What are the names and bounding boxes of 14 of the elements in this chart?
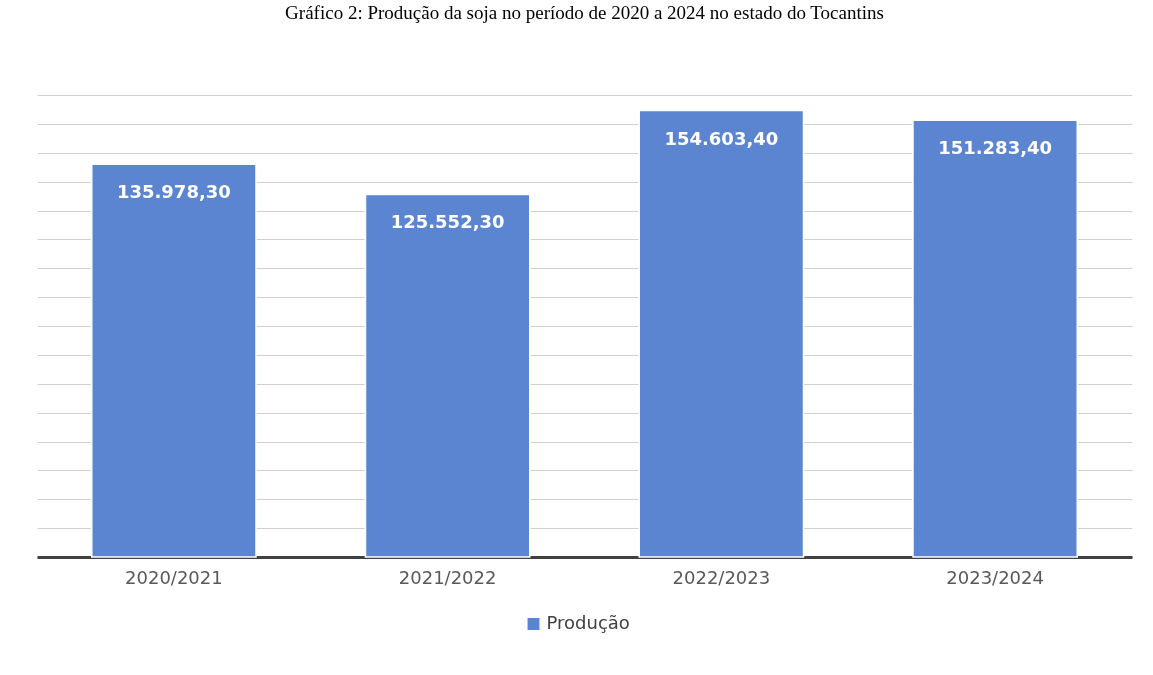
bar: [912, 119, 1078, 558]
data-label: 151.283,40: [938, 137, 1053, 159]
legend-label: Produção: [546, 612, 630, 633]
bar: [638, 109, 805, 558]
data-label: 135.978,30: [116, 181, 231, 203]
x-tick-label: 2021/2022: [398, 566, 497, 588]
data-label: 154.603,40: [664, 127, 779, 149]
bar: [91, 163, 257, 558]
bar: [364, 193, 531, 558]
chart-title: Gráfico 2: Produção da soja no período de 2020 a 2024 no estado do Tocantins: [285, 2, 884, 23]
data-label: 125.552,30: [390, 211, 505, 233]
x-tick-label: 2020/2021: [125, 566, 223, 588]
x-tick-label: 2022/2023: [672, 566, 771, 588]
x-tick-label: 2023/2024: [946, 566, 1044, 588]
